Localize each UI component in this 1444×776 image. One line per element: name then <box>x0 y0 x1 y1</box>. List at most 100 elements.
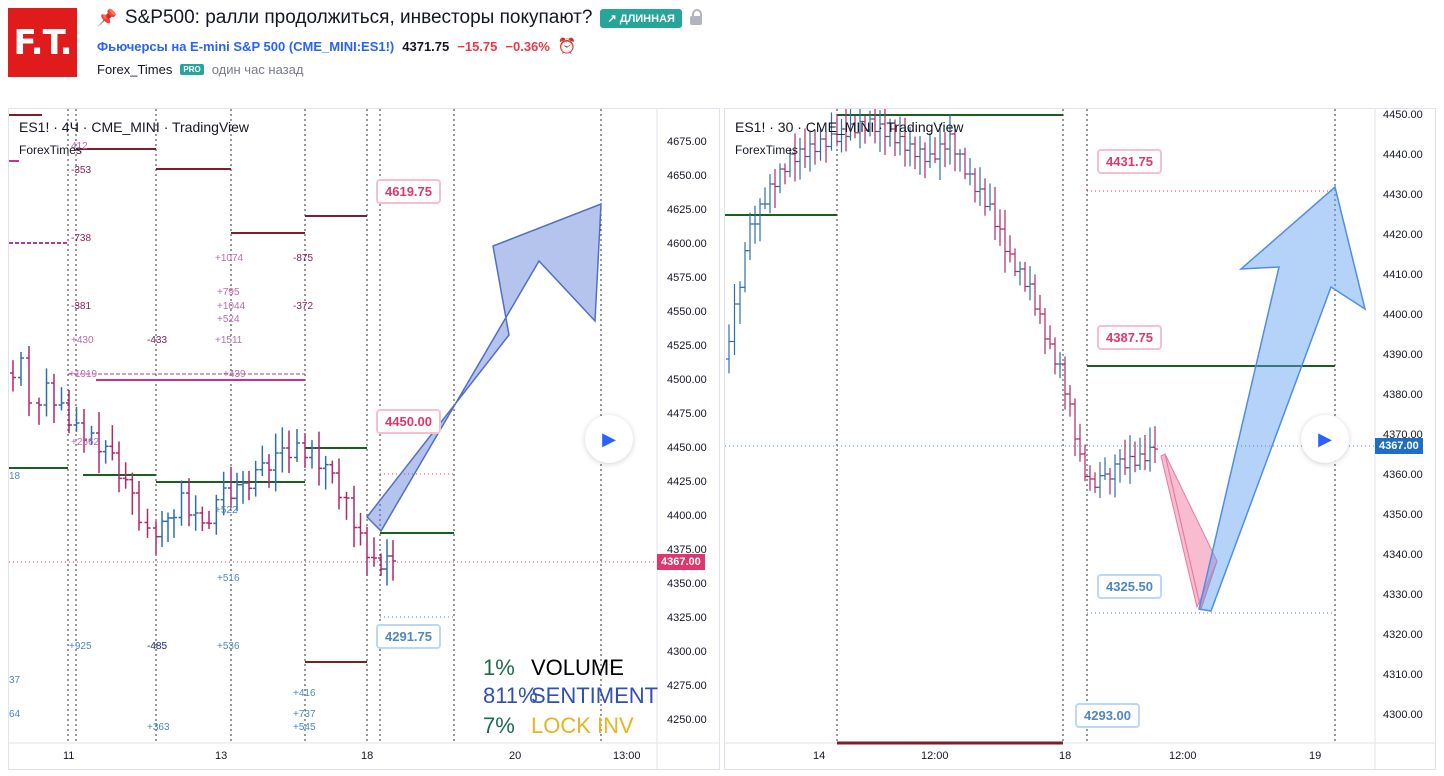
candles-4h <box>10 346 396 586</box>
price-tick: 4340.00 <box>1383 549 1423 561</box>
annotation-label: 412 <box>71 141 88 152</box>
price-tick: 4400.00 <box>667 510 707 522</box>
annotation-label: -353 <box>71 165 91 176</box>
price-tick: 4275.00 <box>667 680 707 692</box>
price-tick: 4420.00 <box>1383 229 1423 241</box>
time-tick: 12:00 <box>1169 750 1197 762</box>
annotation-label: -372 <box>293 301 313 312</box>
price-tick: 4300.00 <box>1383 709 1423 721</box>
current-price-tag: 4367.00 <box>1375 438 1423 454</box>
time-tick: 13 <box>215 750 228 762</box>
author-name[interactable]: Forex_Times <box>97 62 173 77</box>
long-badge: ↗ ДЛИННАЯ <box>600 8 682 28</box>
callout-target-high[interactable]: 4619.75 <box>376 179 441 204</box>
idea-title: S&P500: ралли продолжиться, инвесторы по… <box>124 7 593 28</box>
price-tick: 4450.00 <box>1383 109 1423 121</box>
chart-legend-sub: ForexTimes <box>19 143 82 157</box>
symbol-price: 4371.75 <box>402 38 450 54</box>
callout-target-4431[interactable]: 4431.75 <box>1097 149 1162 174</box>
annotation-label: +1044 <box>217 301 246 312</box>
annotation-label: -738 <box>71 233 91 244</box>
price-tick: 4325.00 <box>667 612 707 624</box>
forecast-arrow-up <box>366 202 602 533</box>
time-tick: 18 <box>1059 750 1072 762</box>
time-tick: 13:00 <box>613 750 641 762</box>
price-tick: 4625.00 <box>667 204 707 216</box>
annotation-label: -875 <box>293 253 313 264</box>
symbol-link[interactable]: Фьючерсы на E-mini S&P 500 (CME_MINI:ES1… <box>97 38 395 54</box>
annotation-label: +925 <box>69 641 92 652</box>
price-tick: 4390.00 <box>1383 349 1423 361</box>
stat-lockinv-pct: 7% <box>483 713 515 738</box>
stat-volume-pct: 1% <box>483 655 515 680</box>
price-tick: 4500.00 <box>667 374 707 386</box>
annotation-label: 18 <box>9 471 21 482</box>
play-button[interactable]: ▶ <box>1301 415 1349 463</box>
annotation-label: +737 <box>293 709 316 720</box>
annotation-label: +416 <box>293 688 316 699</box>
annotation-label: +524 <box>217 314 240 325</box>
chart-canvas-30m <box>725 109 1435 769</box>
price-tick: 4350.00 <box>1383 509 1423 521</box>
callout-target-4325[interactable]: 4325.50 <box>1097 574 1162 599</box>
price-tick: 4375.00 <box>667 544 707 556</box>
callout-target-mid[interactable]: 4450.00 <box>376 409 441 434</box>
price-tick: 4450.00 <box>667 442 707 454</box>
price-tick: 4360.00 <box>1383 469 1423 481</box>
annotation-label: +439 <box>223 369 246 380</box>
annotation-label: +545 <box>293 722 316 733</box>
price-tick: 4350.00 <box>667 578 707 590</box>
annotation-label: -485 <box>147 641 167 652</box>
forecast-arrow-up-2 <box>1198 185 1367 612</box>
pro-badge: PRO <box>180 64 204 75</box>
annotation-label: +795 <box>217 287 240 298</box>
time-tick: 19 <box>1309 750 1322 762</box>
author-row: Forex_Times PRO один час назад <box>97 62 303 77</box>
annotation-label: -381 <box>71 301 91 312</box>
price-tick: 4475.00 <box>667 408 707 420</box>
annotation-label: +536 <box>217 641 240 652</box>
annotation-label: +522 <box>215 505 238 516</box>
chart-legend: ES1! · 4Ч · CME_MINI · TradingView <box>19 119 250 135</box>
symbol-change: −15.75 <box>457 38 498 54</box>
published-time: один час назад <box>211 62 304 77</box>
chart-legend: ES1! · 30 · CME_MINI · TradingView <box>735 119 964 135</box>
chart-canvas-4h: 412 -353 -738 +1074 -875 +795 +1044 -372 +524 -38… <box>9 109 719 769</box>
price-tick: 4330.00 <box>1383 589 1423 601</box>
callout-target-4387[interactable]: 4387.75 <box>1097 325 1162 350</box>
time-tick: 18 <box>361 750 374 762</box>
alarm-icon[interactable]: ⏰ <box>557 38 577 55</box>
price-tick: 4310.00 <box>1383 669 1423 681</box>
callout-target-4293[interactable]: 4293.00 <box>1075 703 1140 728</box>
symbol-change-pct: −0.36% <box>505 38 550 54</box>
symbol-row: Фьючерсы на E-mini S&P 500 (CME_MINI:ES1… <box>97 37 577 55</box>
time-tick: 11 <box>63 750 75 762</box>
chart-panel-30m[interactable]: ES1! · 30 · CME_MINI · TradingView Forex… <box>724 108 1436 770</box>
annotation-label: +1074 <box>215 253 244 264</box>
annotation-label: +516 <box>217 573 240 584</box>
time-tick: 20 <box>509 750 522 762</box>
forecast-arrow-down-head <box>1164 453 1218 611</box>
chart-panel-4h[interactable]: 412 -353 -738 +1074 -875 +795 +1044 -372 +524 -38… <box>8 108 720 770</box>
price-tick: 4675.00 <box>667 136 707 148</box>
callout-target-low[interactable]: 4291.75 <box>376 624 441 649</box>
price-tick: 4550.00 <box>667 306 707 318</box>
annotation-label: 37 <box>9 675 21 686</box>
annotation-label: -433 <box>147 335 167 346</box>
candles-30m <box>726 109 1158 499</box>
annotation-label: 64 <box>9 709 21 720</box>
price-tick: 4410.00 <box>1383 269 1423 281</box>
price-tick: 4575.00 <box>667 272 707 284</box>
annotation-label: +430 <box>71 335 94 346</box>
price-tick: 4425.00 <box>667 476 707 488</box>
idea-title-row: 📌 S&P500: ралли продолжиться, инвесторы … <box>97 7 702 29</box>
price-tick: 4400.00 <box>1383 309 1423 321</box>
play-button[interactable]: ▶ <box>585 415 633 463</box>
price-tick: 4320.00 <box>1383 629 1423 641</box>
price-tick: 4300.00 <box>667 646 707 658</box>
stat-sentiment-pct: 811% <box>483 683 538 708</box>
price-tick: 4600.00 <box>667 238 707 250</box>
chart-legend-sub: ForexTimes <box>735 143 798 157</box>
annotation-label: +1511 <box>215 335 243 346</box>
price-tick: 4525.00 <box>667 340 707 352</box>
